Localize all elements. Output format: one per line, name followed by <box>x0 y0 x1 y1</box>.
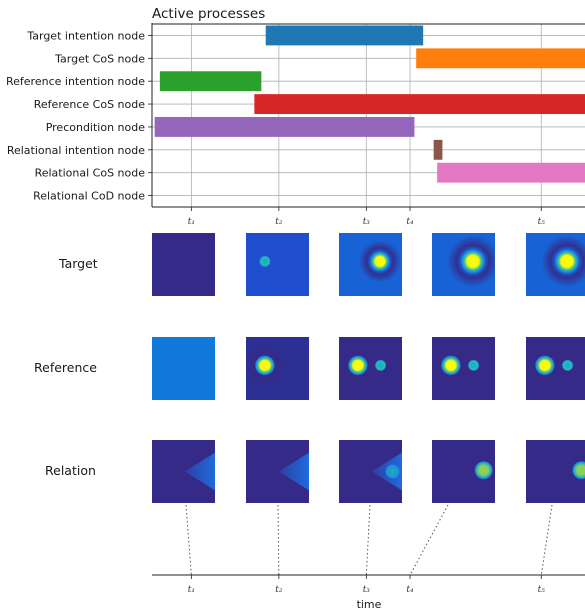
y-tick-label: Relational CoD node <box>33 190 145 203</box>
time-connector <box>277 504 280 576</box>
time-connector <box>540 504 553 576</box>
timeline-tick-label: t₂ <box>275 585 283 595</box>
heatmap-cell <box>152 337 215 400</box>
heatmap-cell <box>432 233 495 296</box>
gantt-chart: Target intention node Target CoS node Refe… <box>6 23 585 227</box>
gantt-bar <box>159 71 262 92</box>
timeline-tick-label: t₄ <box>406 585 414 595</box>
timeline-tick-label: t₃ <box>363 585 371 595</box>
heatmap-row-label: Relation <box>45 463 96 478</box>
heatmap-cell <box>526 233 585 296</box>
wedge-mask <box>152 440 215 503</box>
gantt-bar <box>416 48 585 69</box>
y-tick-label: Precondition node <box>46 121 146 134</box>
gantt-bar <box>437 162 585 183</box>
y-tick-label: Relational CoS node <box>35 167 146 180</box>
timeline-tick-label: t₁ <box>188 585 195 595</box>
x-tick-label: t₂ <box>275 217 283 227</box>
x-tick-label: t₃ <box>363 217 371 227</box>
time-connector-lines <box>185 504 553 576</box>
heatmap-cell <box>246 233 309 296</box>
y-tick-label: Target intention node <box>26 29 145 42</box>
activation-peak <box>386 465 399 478</box>
heatmap-cell <box>339 233 402 296</box>
heatmap-row-label: Reference <box>34 360 97 375</box>
gantt-bar <box>433 139 443 160</box>
time-connector <box>365 504 371 576</box>
heatmap-cell <box>152 440 215 503</box>
heatmap-cell <box>246 337 309 400</box>
heatmap-cell <box>339 337 402 400</box>
time-connector <box>185 504 192 576</box>
x-tick-label: t₄ <box>406 217 414 227</box>
y-tick-label: Reference intention node <box>6 75 145 88</box>
heatmap-cell <box>432 337 495 400</box>
time-axis-label: time <box>357 598 382 611</box>
x-tick-label: t₅ <box>538 217 546 227</box>
y-tick-label: Target CoS node <box>54 52 145 65</box>
heatmap-cell <box>526 440 585 503</box>
timeline-tick-label: t₅ <box>538 585 546 595</box>
heatmap-cell <box>246 440 309 503</box>
gantt-bar <box>254 94 585 114</box>
x-tick-label: t₁ <box>188 217 195 227</box>
wedge-mask <box>246 440 309 503</box>
heatmap-cell <box>432 440 495 503</box>
gantt-bar <box>265 25 424 46</box>
heatmap-row-label: Target <box>59 256 98 271</box>
heatmap-cell <box>526 337 585 400</box>
time-connector <box>409 504 449 576</box>
heatmap-cell <box>152 233 215 296</box>
time-axis: t₁ t₂ t₃ t₄ t₅ <box>152 574 585 595</box>
y-tick-label: Reference CoS node <box>34 98 145 111</box>
heatmap-cell <box>339 440 402 503</box>
gantt-bar <box>154 117 415 137</box>
y-tick-label: Relational intention node <box>7 144 145 157</box>
chart-title: Active processes <box>152 6 265 22</box>
